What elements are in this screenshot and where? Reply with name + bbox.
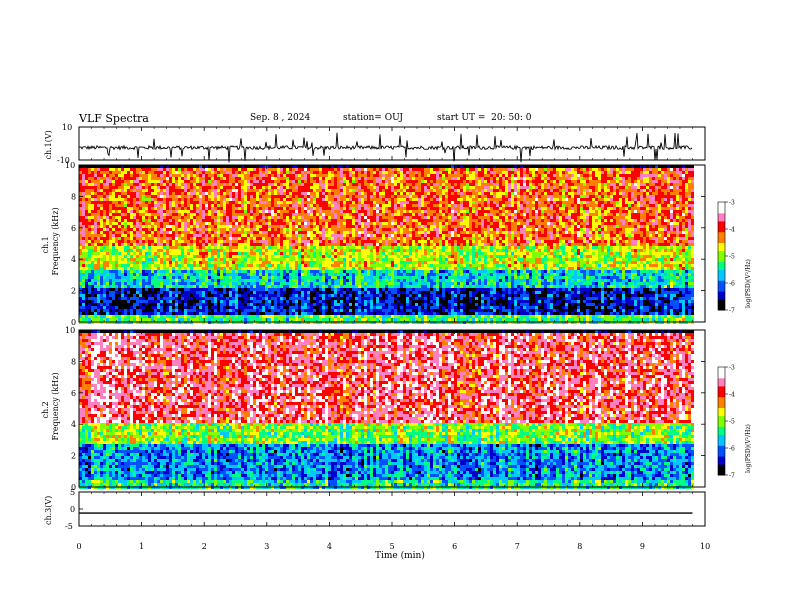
colorbar-tick-label: -6	[729, 281, 735, 288]
x-axis-label: Time (min)	[375, 550, 425, 561]
y-tick-label: 10	[65, 326, 75, 335]
colorbar-tick-label: -4	[729, 392, 735, 399]
y-tick-label: 5	[70, 488, 75, 497]
spectrogram-2	[79, 330, 694, 489]
colorbar-tick-label: -3	[729, 365, 735, 372]
colorbar-tick-label: -6	[729, 446, 735, 453]
colorbar-tick-label: -5	[729, 419, 735, 426]
x-tick-label: 0	[77, 542, 82, 551]
spectrogram-1	[79, 165, 694, 324]
y-tick-label: -5	[65, 522, 73, 531]
colorbar-label: log(PSD)(V²/Hz)	[745, 259, 752, 308]
colorbar-tick-label: -7	[729, 473, 735, 480]
ch1-waveform	[79, 133, 692, 163]
x-tick-label: 2	[202, 542, 207, 551]
panel-frame-3	[79, 492, 705, 526]
y-axis-label: Frequency (kHz)	[51, 372, 60, 440]
y-tick-label: 2	[71, 287, 76, 296]
x-tick-label: 6	[452, 542, 457, 551]
colorbar-tick-label: -4	[729, 227, 735, 234]
y-tick-label: 0	[70, 505, 75, 514]
colorbar-tick-label: -7	[729, 308, 735, 315]
y-axis-label: ch.1(V)	[44, 130, 53, 159]
y-tick-label: 10	[65, 161, 75, 170]
x-tick-label: 1	[139, 542, 144, 551]
y-tick-label: 6	[71, 389, 76, 398]
panel-frame-0	[79, 127, 705, 160]
x-tick-label: 7	[515, 542, 520, 551]
x-tick-label: 5	[390, 542, 395, 551]
colorbar-segment	[718, 202, 725, 205]
y-axis-label: Frequency (kHz)	[51, 207, 60, 275]
y-tick-label: 8	[71, 192, 76, 201]
y-axis-label: ch.3(V)	[44, 496, 53, 525]
y-tick-label: 10	[62, 123, 72, 132]
y-tick-label: 8	[71, 357, 76, 366]
y-tick-label: 4	[71, 255, 76, 264]
y-tick-label: 4	[71, 420, 76, 429]
colorbar-segment	[718, 367, 725, 370]
x-tick-label: 10	[700, 542, 710, 551]
x-tick-label: 4	[327, 542, 332, 551]
colorbar-label: log(PSD)(V²/Hz)	[745, 424, 752, 473]
y-tick-label: 2	[71, 452, 76, 461]
colorbar-tick-label: -5	[729, 254, 735, 261]
x-tick-label: 8	[577, 542, 582, 551]
x-tick-label: 9	[640, 542, 645, 551]
x-tick-label: 3	[264, 542, 269, 551]
colorbar-tick-label: -3	[729, 200, 735, 207]
y-tick-label: 6	[71, 224, 76, 233]
y-axis-label: ch.2	[41, 401, 50, 418]
y-axis-label: ch.1	[41, 236, 50, 253]
